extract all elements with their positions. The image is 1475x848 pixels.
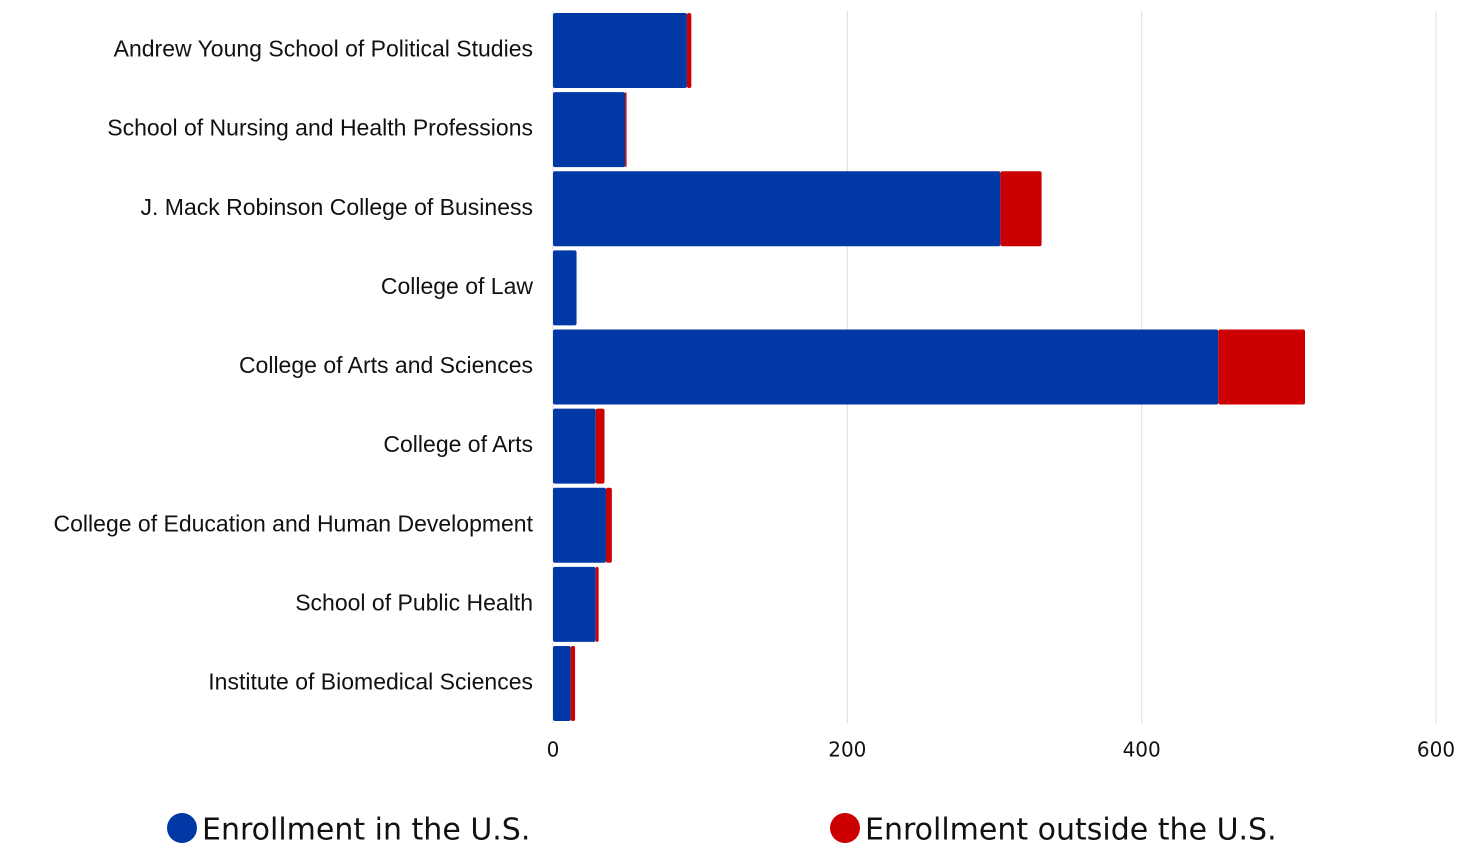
x-tick-label: 0 xyxy=(547,738,560,762)
bar-segment xyxy=(605,487,612,563)
bar-segment xyxy=(553,171,1001,247)
y-tick-label: College of Law xyxy=(381,273,534,299)
x-tick-label: 600 xyxy=(1417,738,1455,762)
bar-segment xyxy=(553,566,596,642)
x-tick-label: 400 xyxy=(1123,738,1161,762)
legend-label: Enrollment in the U.S. xyxy=(202,813,530,848)
legend-label: Enrollment outside the U.S. xyxy=(865,813,1277,848)
bar-segment xyxy=(553,645,571,721)
bar-segment xyxy=(625,92,627,168)
y-tick-label: College of Arts xyxy=(383,431,533,457)
bar-segment xyxy=(553,487,606,563)
legend-swatch xyxy=(167,813,197,843)
bar-segment xyxy=(595,408,605,484)
bar-segment xyxy=(553,92,626,168)
bar-segment xyxy=(570,645,576,721)
y-tick-label: J. Mack Robinson College of Business xyxy=(141,194,533,220)
bar-segment xyxy=(553,408,596,484)
y-tick-label: Institute of Biomedical Sciences xyxy=(208,669,533,695)
x-tick-label: 200 xyxy=(828,738,866,762)
bar-segment xyxy=(553,250,577,326)
y-tick-label: College of Arts and Sciences xyxy=(239,352,533,378)
bar-segment xyxy=(1218,329,1306,405)
bar-segment xyxy=(595,566,599,642)
bar-segment xyxy=(1000,171,1042,247)
legend-swatch xyxy=(830,813,860,843)
bar-segment xyxy=(553,13,687,89)
y-tick-label: College of Education and Human Developme… xyxy=(54,510,534,536)
bar-segment xyxy=(686,13,692,89)
bar-segment xyxy=(553,329,1219,405)
y-tick-label: School of Nursing and Health Professions xyxy=(107,115,533,141)
y-tick-label: Andrew Young School of Political Studies xyxy=(114,36,533,62)
y-tick-label: School of Public Health xyxy=(295,589,533,615)
